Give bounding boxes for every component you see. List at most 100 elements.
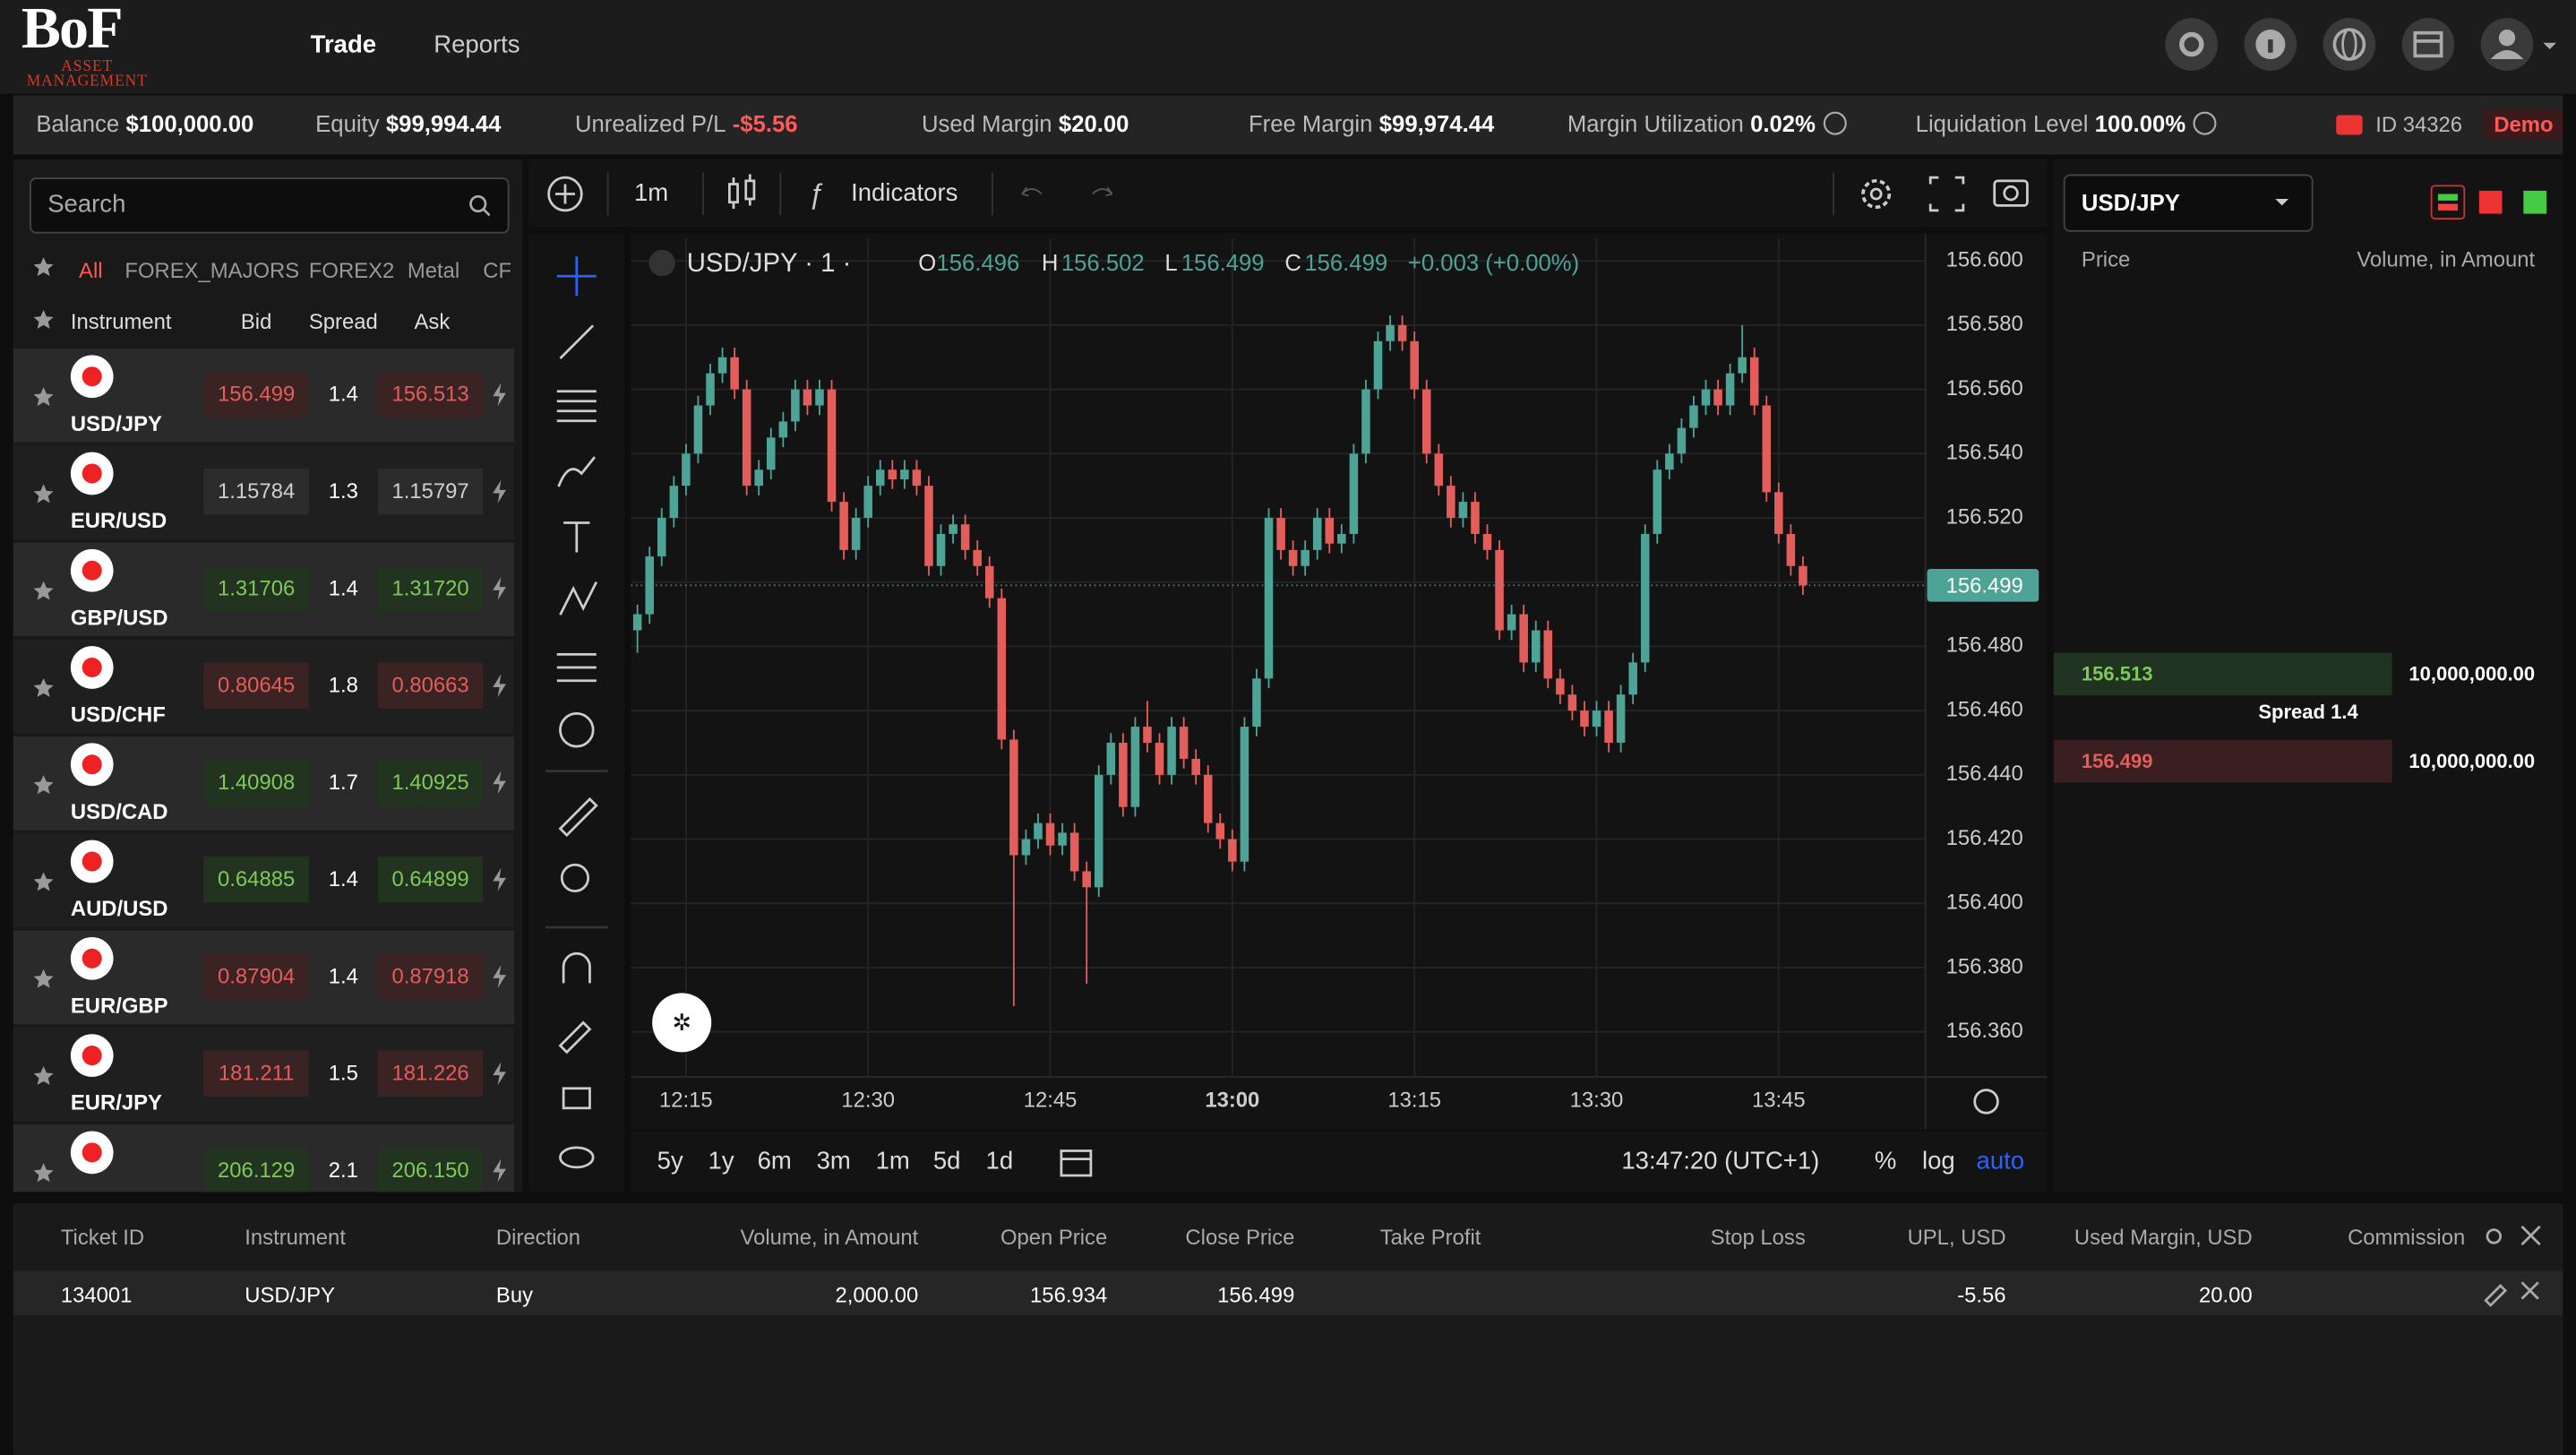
favorite-star[interactable] (33, 1162, 55, 1184)
percent-toggle[interactable]: % (1875, 1148, 1896, 1175)
watchlist-tab[interactable]: FOREX_MAJORS (125, 258, 299, 283)
text-tool[interactable] (563, 523, 589, 553)
quick-trade[interactable] (491, 383, 507, 407)
favorite-star[interactable] (33, 483, 55, 504)
bid[interactable]: 0.64885 (203, 857, 308, 902)
quick-trade[interactable] (491, 1062, 507, 1085)
nav-reports[interactable]: Reports (434, 31, 519, 59)
search-placeholder[interactable]: Search (47, 191, 125, 219)
range-button[interactable]: 6m (758, 1148, 792, 1175)
fullscreen[interactable] (1930, 177, 1963, 211)
axis-settings[interactable] (1975, 1090, 1998, 1114)
close-panel[interactable] (2521, 1227, 2539, 1244)
bid[interactable]: 1.15784 (203, 469, 308, 514)
undo[interactable] (1022, 187, 1042, 195)
bid[interactable]: 1.31706 (203, 565, 308, 611)
favorite-star[interactable] (33, 677, 55, 699)
bid[interactable]: 1.40908 (203, 760, 308, 805)
bid[interactable]: 0.80645 (203, 663, 308, 709)
info-icon[interactable] (2245, 18, 2297, 71)
favorite-star[interactable] (33, 309, 55, 331)
favorite-star[interactable] (33, 872, 55, 893)
language-icon[interactable] (2323, 18, 2376, 71)
indicators[interactable]: Indicators (851, 179, 957, 207)
go-to-date[interactable] (1058, 1144, 1094, 1180)
help-icon[interactable] (1822, 110, 1848, 136)
quick-trade[interactable] (491, 480, 507, 504)
ruler-tool[interactable] (560, 799, 596, 835)
view-asks[interactable] (2523, 191, 2546, 214)
table-settings[interactable] (2487, 1230, 2501, 1244)
ask[interactable]: 181.226 (378, 1051, 483, 1097)
auto-toggle[interactable]: auto (1977, 1148, 2025, 1175)
symbol-select-label[interactable]: USD/JPY (2082, 189, 2180, 215)
zoom-tool[interactable] (562, 865, 588, 891)
brush-tool[interactable] (559, 457, 595, 486)
help-icon[interactable] (2193, 110, 2219, 136)
lock-draw-tool[interactable] (560, 1022, 589, 1052)
favorite-star[interactable] (33, 386, 55, 408)
close-position[interactable] (2521, 1282, 2537, 1298)
bid[interactable]: 206.129 (203, 1148, 308, 1192)
log-toggle[interactable]: log (1922, 1148, 1955, 1175)
bid[interactable]: 0.87904 (203, 953, 308, 999)
range-button[interactable]: 1y (708, 1148, 734, 1175)
fx-icon[interactable]: ƒ (808, 178, 823, 210)
screenshot[interactable] (1995, 181, 2028, 206)
ask[interactable]: 1.31720 (378, 565, 483, 611)
lock-tool[interactable] (563, 1089, 589, 1108)
ask[interactable]: 0.64899 (378, 857, 483, 902)
chart-settings[interactable] (1863, 181, 1889, 207)
projection-tool[interactable] (557, 654, 597, 680)
range-button[interactable]: 3m (817, 1148, 851, 1175)
user-icon[interactable] (2481, 18, 2556, 71)
view-bids[interactable] (2479, 191, 2503, 214)
watchlist-tab[interactable]: FOREX2 (309, 258, 394, 283)
ask[interactable]: 206.150 (378, 1148, 483, 1192)
candle-body (1665, 453, 1674, 469)
edit-position[interactable] (2486, 1286, 2505, 1305)
favorite-star[interactable] (33, 774, 55, 796)
visibility-tool[interactable] (560, 1148, 593, 1167)
quick-trade[interactable] (491, 1159, 507, 1183)
emoji-tool[interactable] (560, 713, 593, 746)
pattern-tool[interactable] (560, 582, 596, 616)
bid[interactable]: 156.499 (203, 372, 308, 418)
logo[interactable]: BoF (21, 0, 122, 63)
interval[interactable]: 1m (634, 179, 668, 207)
ask[interactable]: 156.513 (378, 372, 483, 418)
favorite-star[interactable] (33, 581, 55, 602)
magnet-tool[interactable] (563, 953, 589, 983)
redo[interactable] (1093, 187, 1112, 195)
layout-icon[interactable] (2402, 18, 2455, 71)
ask[interactable]: 0.87918 (378, 953, 483, 999)
watchlist-tab[interactable]: Metal (408, 258, 459, 283)
favorite-star[interactable] (33, 969, 55, 990)
candle-type[interactable] (729, 175, 754, 210)
watchlist-tab[interactable]: All (79, 258, 103, 283)
account-item: Free Margin$99,974.44 (1249, 110, 1494, 136)
fib-tool[interactable] (557, 392, 597, 421)
bid[interactable]: 181.211 (203, 1051, 308, 1097)
quick-trade[interactable] (491, 577, 507, 600)
range-button[interactable]: 1m (876, 1148, 910, 1175)
crosshair-tool[interactable] (557, 256, 597, 296)
settings-icon[interactable] (2165, 18, 2218, 71)
trend-line-tool[interactable] (560, 325, 593, 358)
range-button[interactable]: 5y (657, 1148, 683, 1175)
quick-trade[interactable] (491, 771, 507, 795)
range-button[interactable]: 5d (933, 1148, 961, 1175)
favorite-star[interactable] (33, 256, 55, 278)
nav-trade[interactable]: Trade (311, 31, 376, 59)
range-button[interactable]: 1d (986, 1148, 1014, 1175)
favorite-star[interactable] (33, 1065, 55, 1087)
watchlist-tab[interactable]: CF (483, 258, 511, 283)
ask[interactable]: 1.40925 (378, 760, 483, 805)
view-both[interactable] (2432, 185, 2465, 219)
ask[interactable]: 1.15797 (378, 469, 483, 514)
quick-trade[interactable] (491, 674, 507, 697)
quick-trade[interactable] (491, 868, 507, 891)
ask[interactable]: 0.80663 (378, 663, 483, 709)
add-symbol[interactable] (549, 177, 582, 211)
quick-trade[interactable] (491, 965, 507, 988)
